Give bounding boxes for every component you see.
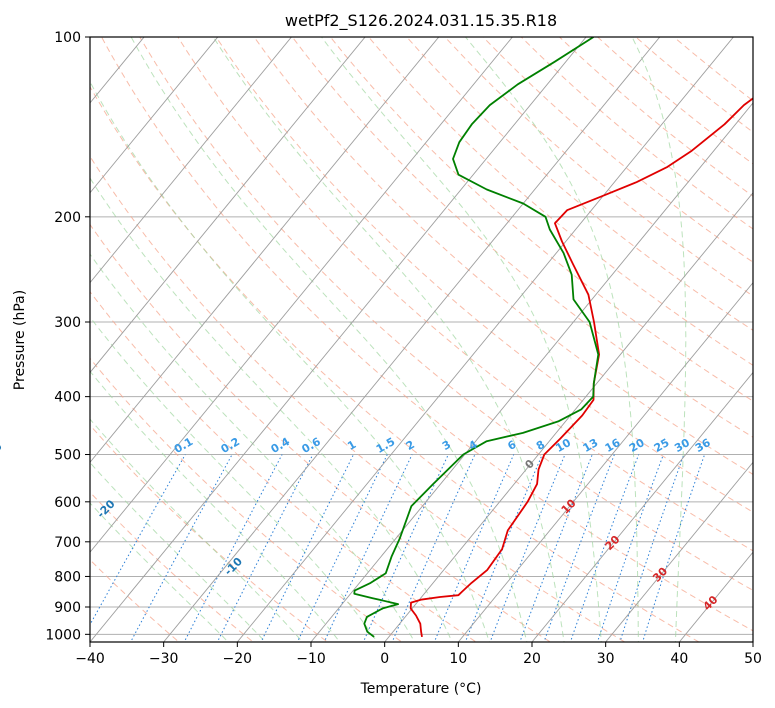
- mixing-ratio-line: [619, 454, 685, 642]
- isotherm: [90, 37, 440, 464]
- dry-adiabat: [101, 37, 753, 632]
- dry-adiabat: [635, 37, 753, 133]
- moist-adiabat: [321, 37, 602, 642]
- temperature-line: [409, 97, 753, 638]
- x-tick-label: −20: [223, 651, 253, 667]
- y-tick-label: 300: [54, 315, 81, 331]
- x-tick-label: 50: [744, 651, 762, 667]
- mixing-ratio-line: [391, 454, 476, 642]
- mixing-ratio-line: [90, 454, 186, 626]
- dry-adiabat: [177, 37, 753, 552]
- y-tick-label: 900: [54, 600, 81, 616]
- isotherm: [236, 37, 735, 642]
- isotherm: [310, 102, 753, 642]
- isotherm: [163, 37, 661, 642]
- moist-adiabat: [90, 502, 229, 642]
- isotherm: [90, 37, 219, 194]
- moist-adiabat: [130, 37, 528, 642]
- dewpoint-line: [353, 37, 600, 638]
- mixing-ratio-line: [642, 454, 706, 642]
- dry-adiabat: [291, 37, 753, 438]
- mixing-ratio-line: [183, 454, 283, 642]
- y-tick-label: 100: [54, 30, 81, 46]
- x-tick-label: −10: [296, 651, 326, 667]
- x-tick-label: 20: [523, 651, 541, 667]
- dry-adiabat: [368, 37, 753, 366]
- dry-adiabat: [90, 223, 552, 642]
- isotherm: [90, 37, 293, 284]
- moist-adiabat: [90, 370, 341, 642]
- x-tick-label: 40: [670, 651, 688, 667]
- x-tick-label: 10: [449, 651, 467, 667]
- x-tick-label: −40: [75, 651, 105, 667]
- dry-adiabat: [596, 37, 753, 165]
- moist-adiabat: [90, 80, 490, 642]
- moist-adiabat: [90, 177, 453, 642]
- sounding-lines: [353, 37, 753, 638]
- isotherm: [457, 281, 753, 642]
- isotherm: [90, 37, 366, 374]
- mixing-ratio-line: [130, 454, 233, 642]
- moist-adiabat: [465, 37, 639, 642]
- y-tick-label: 200: [54, 210, 81, 226]
- plot-frame: [89, 36, 754, 643]
- mixing-ratio-line: [464, 454, 543, 642]
- mixing-ratio-line: [362, 454, 449, 642]
- mixing-ratio-line: [489, 454, 566, 642]
- y-axis-label: Pressure (hPa): [12, 290, 28, 390]
- moist-adiabat: [90, 316, 378, 642]
- dry-adiabat: [253, 37, 753, 475]
- isotherm: [90, 37, 514, 553]
- dry-adiabat: [406, 37, 753, 331]
- y-axis: 100 200 300 400 500 600 700 800 900 1000: [45, 30, 90, 643]
- isotherm: [678, 551, 753, 642]
- y-tick-label: 400: [54, 390, 81, 406]
- x-tick-label: −30: [149, 651, 179, 667]
- mixing-ratio-line: [433, 454, 515, 642]
- y-tick-label: 600: [54, 495, 81, 511]
- dry-adiabat: [139, 37, 753, 591]
- dry-adiabat: [90, 357, 403, 642]
- moist-adiabat: [631, 37, 687, 642]
- moist-adiabat: [212, 37, 565, 642]
- x-axis: −40 −30 −20 −10 0 10 20 30 40 50: [75, 642, 762, 667]
- mixing-ratio-line: [323, 454, 413, 642]
- dry-adiabat: [444, 37, 753, 297]
- dry-adiabat: [90, 155, 626, 642]
- isotherm: [384, 192, 753, 642]
- x-axis-label: Temperature (°C): [360, 681, 482, 697]
- chart-title: wetPf2_S126.2024.031.15.35.R18: [285, 11, 557, 31]
- y-tick-label: 800: [54, 569, 81, 585]
- x-tick-label: 0: [380, 651, 389, 667]
- isotherm: [531, 371, 753, 642]
- y-tick-label: 700: [54, 535, 81, 551]
- x-tick-label: 30: [597, 651, 615, 667]
- y-tick-label: 500: [54, 448, 81, 464]
- reference-lines: [90, 37, 753, 642]
- y-tick-label: 1000: [45, 627, 81, 643]
- isotherm: [90, 37, 587, 642]
- isotherm: [605, 461, 753, 642]
